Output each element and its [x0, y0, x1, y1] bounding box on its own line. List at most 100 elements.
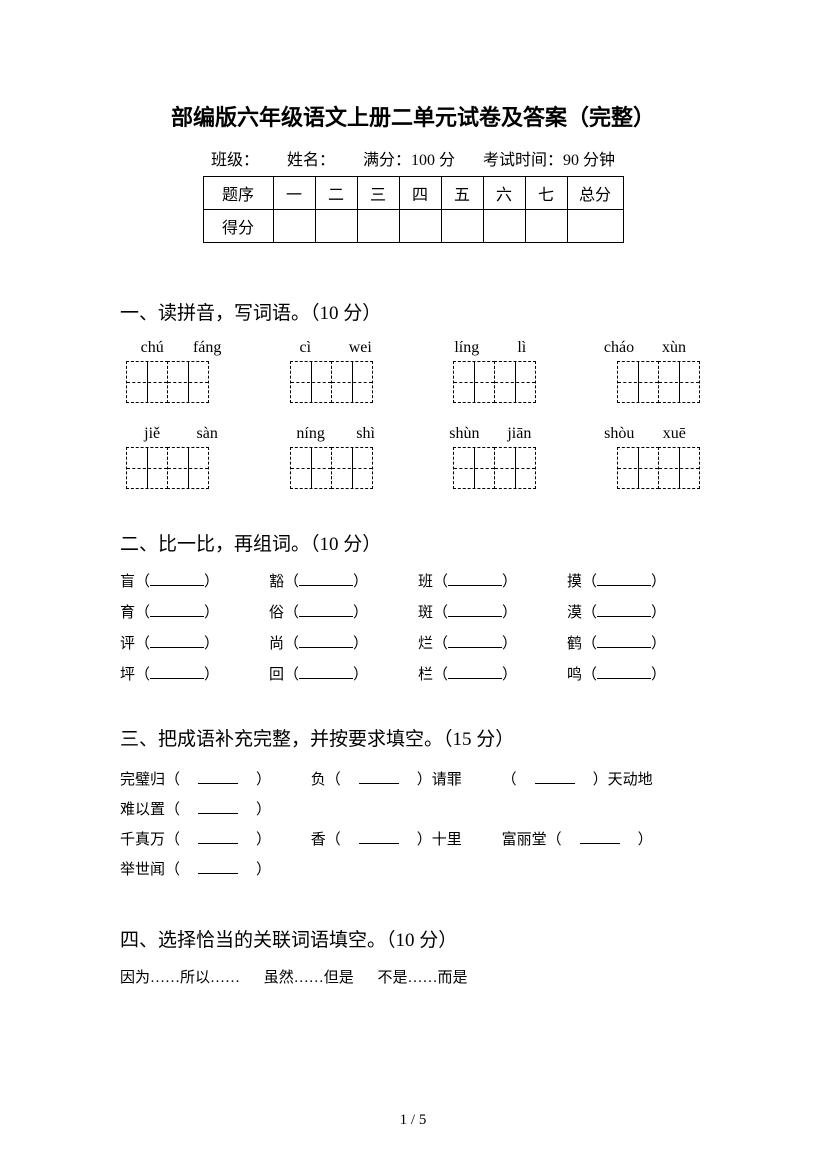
compare-item: 鸣（） [567, 663, 706, 684]
pinyin: fáng [193, 339, 221, 357]
t: ）十里 [417, 832, 462, 848]
section2-heading: 二、比一比，再组词。（10 分） [120, 529, 706, 556]
tian-box [167, 361, 209, 403]
compare-item: 栏（） [418, 663, 557, 684]
boxes-row-2 [120, 447, 706, 489]
blank [150, 665, 204, 679]
tian-box [126, 447, 168, 489]
tian-box [494, 447, 536, 489]
tian-box [167, 447, 209, 489]
blank [299, 634, 353, 648]
blank [448, 603, 502, 617]
idiom: 难以置（） [120, 802, 289, 818]
compare-grid: 盲（） 豁（） 班（） 摸（） 育（） 俗（） 斑（） 漠（） 评（） 尚（） … [120, 570, 706, 684]
conj-options: 因为……所以…… 虽然……但是 不是……而是 [120, 966, 706, 987]
col-total: 总分 [567, 177, 623, 210]
pinyin-pair: cì wei [281, 339, 391, 357]
header-label: 题序 [203, 177, 273, 210]
char: 坪 [120, 667, 135, 683]
char: 班 [418, 574, 433, 590]
page-footer: 1 / 5 [0, 1112, 826, 1129]
char: 评 [120, 636, 135, 652]
pinyin-pair: shòuxuē [590, 425, 700, 443]
idiom: 香（ ）十里 [311, 832, 480, 848]
pinyin: shòu [604, 425, 634, 443]
blank [359, 770, 399, 784]
t: ） [256, 802, 271, 818]
meta-row: 班级： 姓名： 满分：100 分 考试时间：90 分钟 [120, 146, 706, 170]
tian-box [617, 447, 659, 489]
page-title: 部编版六年级语文上册二单元试卷及答案（完整） [120, 100, 706, 132]
blank [448, 572, 502, 586]
blank [299, 665, 353, 679]
pinyin: shì [356, 425, 375, 443]
compare-item: 俗（） [269, 601, 408, 622]
pinyin: jiě [144, 425, 160, 443]
idiom: 富丽堂（） [502, 832, 671, 848]
blank [597, 572, 651, 586]
t: ） [638, 832, 653, 848]
blank [580, 830, 620, 844]
t: 举世闻（ [120, 862, 180, 878]
tian-box [453, 361, 495, 403]
idiom: （）天动地 [502, 772, 671, 788]
char: 俗 [269, 605, 284, 621]
blank [359, 830, 399, 844]
pinyin-pair: cháoxùn [590, 339, 700, 357]
box-pair [453, 447, 536, 489]
compare-item: 摸（） [567, 570, 706, 591]
idiom: 千真万（） [120, 832, 289, 848]
pinyin: wei [349, 339, 372, 357]
t: ） [256, 772, 271, 788]
tian-box [331, 447, 373, 489]
pinyin-pair: línglì [435, 339, 545, 357]
compare-item: 盲（） [120, 570, 259, 591]
idiom-line-2: 千真万（） 香（）十里 富丽堂（） 举世闻（） [120, 825, 706, 885]
t: 完璧归（ [120, 772, 180, 788]
section1-heading: 一、读拼音，写词语。（10 分） [120, 298, 706, 325]
pinyin: cháo [604, 339, 634, 357]
char: 育 [120, 605, 135, 621]
score-cell [315, 210, 357, 243]
pinyin-pair: chú fáng [126, 339, 236, 357]
score-cell [399, 210, 441, 243]
idiom-lines: 完璧归（） 负（）请罪 （）天动地 难以置（） 千真万（） 香（）十里 富丽堂（… [120, 765, 706, 885]
pinyin: chú [141, 339, 164, 357]
t: 香（ [311, 832, 341, 848]
col-7: 七 [525, 177, 567, 210]
t: （ [502, 772, 517, 788]
pinyin-pair: shùn jiān [435, 425, 545, 443]
compare-item: 烂（） [418, 632, 557, 653]
idiom: 举世闻（） [120, 862, 289, 878]
blank [198, 800, 238, 814]
char: 摸 [567, 574, 582, 590]
pinyin: lì [517, 339, 526, 357]
pinyin: jiān [507, 425, 531, 443]
t: 负（ [311, 772, 341, 788]
idiom: 负（ ）请罪 [311, 772, 480, 788]
compare-item: 回（） [269, 663, 408, 684]
blank [448, 665, 502, 679]
boxes-row-1 [120, 361, 706, 403]
t: ）请罪 [417, 772, 462, 788]
tian-box [126, 361, 168, 403]
box-pair [617, 447, 700, 489]
compare-item: 育（） [120, 601, 259, 622]
tian-box [453, 447, 495, 489]
tian-box [658, 361, 700, 403]
pinyin-pair: jiěsàn [126, 425, 236, 443]
box-pair [453, 361, 536, 403]
compare-item: 鹤（） [567, 632, 706, 653]
t: 千真万（ [120, 832, 180, 848]
name-label: 姓名： [287, 152, 335, 169]
pinyin-row-1: chú fáng cì wei línglì cháoxùn [120, 339, 706, 357]
section3-heading: 三、把成语补充完整，并按要求填空。（15 分） [120, 724, 706, 751]
char: 盲 [120, 574, 135, 590]
blank [150, 634, 204, 648]
box-pair [290, 361, 373, 403]
pinyin: cì [299, 339, 311, 357]
char: 漠 [567, 605, 582, 621]
pinyin: shùn [449, 425, 479, 443]
char: 鸣 [567, 667, 582, 683]
pinyin-row-2: jiěsàn níngshì shùnjiān shòuxuē [120, 425, 706, 443]
